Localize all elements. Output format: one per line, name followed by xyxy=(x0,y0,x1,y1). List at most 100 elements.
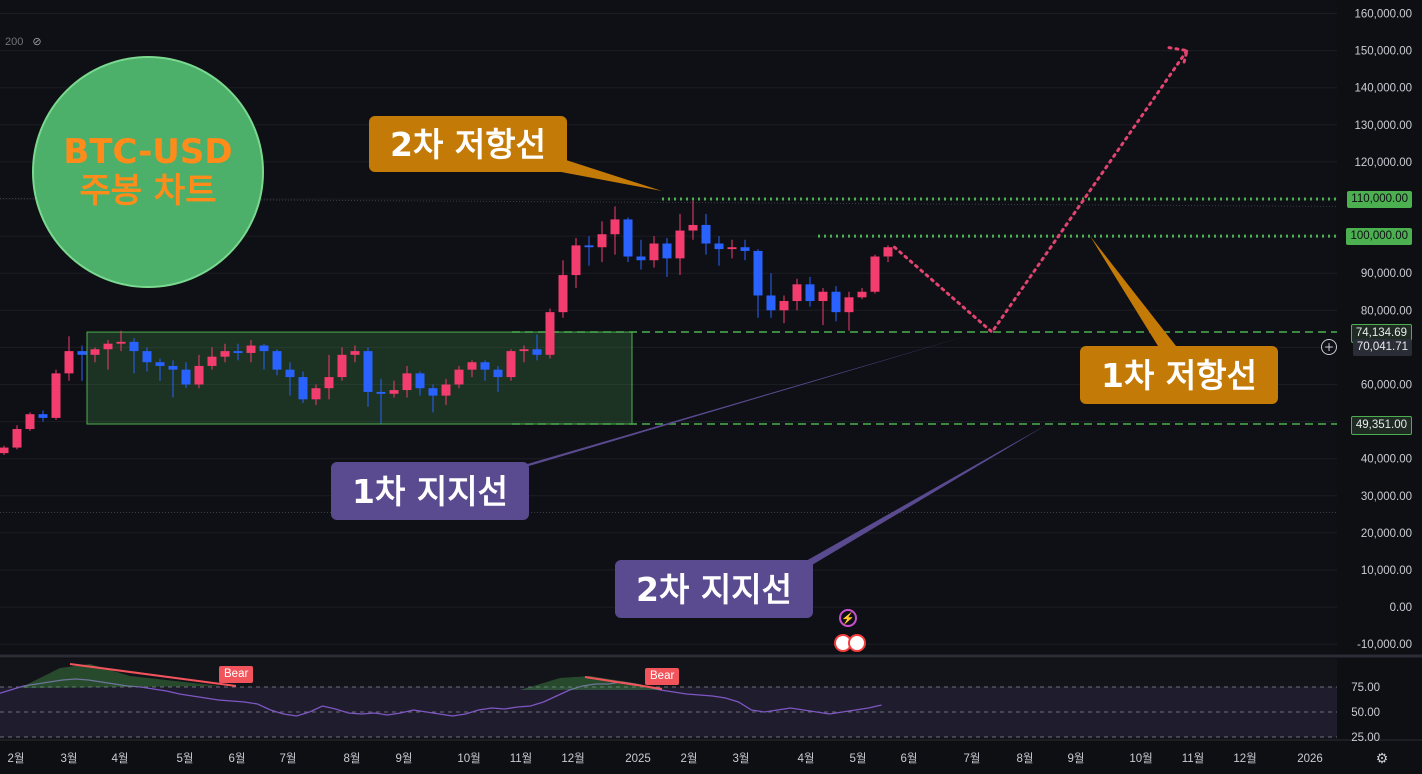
candle[interactable] xyxy=(701,213,711,255)
y-tick-label: 40,000.00 xyxy=(1361,454,1412,466)
candle[interactable] xyxy=(805,276,815,307)
callout-pointers xyxy=(500,160,1176,570)
candle-body xyxy=(25,414,35,430)
candle[interactable] xyxy=(116,330,126,352)
candle[interactable] xyxy=(831,286,841,322)
chart-title-badge: BTC-USD 주봉 차트 xyxy=(32,56,264,288)
candle[interactable] xyxy=(532,334,542,361)
candle[interactable] xyxy=(0,445,9,455)
candle[interactable] xyxy=(233,343,243,361)
eye-icon[interactable]: ⊘ xyxy=(32,36,42,48)
candle[interactable] xyxy=(298,371,308,404)
candle[interactable] xyxy=(714,236,724,266)
candle-body xyxy=(532,349,542,355)
candle-body xyxy=(662,243,672,259)
candle[interactable] xyxy=(623,217,633,263)
candle[interactable] xyxy=(90,347,100,363)
candle-body xyxy=(324,377,334,389)
candles-layer[interactable] xyxy=(0,200,893,455)
candle[interactable] xyxy=(77,345,87,381)
candle[interactable] xyxy=(857,288,867,300)
candle[interactable] xyxy=(402,365,412,398)
candle-body xyxy=(376,391,386,394)
y-tick-label: 0.00 xyxy=(1390,602,1412,614)
candle-body xyxy=(558,275,568,313)
candle[interactable] xyxy=(415,371,425,396)
candle[interactable] xyxy=(545,308,555,359)
projection-path xyxy=(893,49,1189,335)
candle[interactable] xyxy=(480,360,490,381)
candle[interactable] xyxy=(389,380,399,398)
consolidation-box xyxy=(86,331,633,425)
candle[interactable] xyxy=(12,425,22,450)
candle[interactable] xyxy=(155,358,165,381)
time-axis[interactable]: 2월 3월 4월 5월 6월 7월 8월 9월 10월 11월 12월 2025 2월 3월 4월 5월 6월 7… xyxy=(8,750,1389,766)
candle[interactable] xyxy=(636,239,646,270)
candle[interactable] xyxy=(792,278,802,311)
candle[interactable] xyxy=(168,360,178,398)
candle[interactable] xyxy=(25,412,35,431)
candle[interactable] xyxy=(467,360,477,378)
candle[interactable] xyxy=(311,384,321,405)
candle[interactable] xyxy=(740,239,750,261)
candle[interactable] xyxy=(675,213,685,276)
candle[interactable] xyxy=(51,369,61,420)
candle[interactable] xyxy=(64,336,74,381)
candle-body xyxy=(298,377,308,400)
candle[interactable] xyxy=(428,384,438,413)
add-alert-icon[interactable]: + xyxy=(1321,339,1337,356)
levels-layer xyxy=(512,197,1337,425)
candle[interactable] xyxy=(142,347,152,372)
candle[interactable] xyxy=(285,362,295,396)
candle-body xyxy=(623,219,633,257)
candle[interactable] xyxy=(649,236,659,268)
candle[interactable] xyxy=(753,249,763,318)
candle[interactable] xyxy=(103,339,113,370)
support-1-label: 1차 지지선 xyxy=(331,462,529,520)
candle[interactable] xyxy=(584,236,594,266)
candle[interactable] xyxy=(220,343,230,363)
candle[interactable] xyxy=(870,254,880,294)
candle[interactable] xyxy=(129,338,139,374)
level-price-tag: 49,351.00 xyxy=(1350,415,1412,435)
candle[interactable] xyxy=(38,410,48,422)
support-2-label: 2차 지지선 xyxy=(615,560,813,618)
candle[interactable] xyxy=(363,347,373,407)
candle[interactable] xyxy=(727,239,737,259)
candle-body xyxy=(610,219,620,235)
x-tick-label: 7월 xyxy=(964,752,981,765)
candle-body xyxy=(142,351,152,363)
candle[interactable] xyxy=(519,345,529,363)
candle[interactable] xyxy=(662,237,672,277)
candle[interactable] xyxy=(688,200,698,240)
candle[interactable] xyxy=(454,365,464,389)
candle[interactable] xyxy=(597,221,607,263)
candle[interactable] xyxy=(844,291,854,331)
candle[interactable] xyxy=(207,347,217,370)
y-tick-label: 10,000.00 xyxy=(1361,565,1412,577)
candle[interactable] xyxy=(259,343,269,370)
candle[interactable] xyxy=(571,237,581,289)
candle[interactable] xyxy=(558,260,568,318)
candle[interactable] xyxy=(246,339,256,363)
candle[interactable] xyxy=(610,206,620,255)
candle[interactable] xyxy=(376,378,386,424)
candle[interactable] xyxy=(818,288,828,326)
candle[interactable] xyxy=(779,295,789,324)
candle[interactable] xyxy=(350,345,360,363)
candle-body xyxy=(844,297,854,313)
candle[interactable] xyxy=(181,362,191,389)
settings-gear-icon[interactable]: ⚙ xyxy=(1376,750,1389,766)
candle[interactable] xyxy=(337,347,347,381)
candle[interactable] xyxy=(324,354,334,400)
candle[interactable] xyxy=(194,354,204,389)
candle[interactable] xyxy=(766,273,776,318)
candle-body xyxy=(207,356,217,366)
candle[interactable] xyxy=(272,349,282,376)
candle[interactable] xyxy=(883,245,893,263)
candle[interactable] xyxy=(506,349,516,381)
x-tick-label: 12월 xyxy=(561,752,584,765)
resistance-2-label: 2차 저항선 xyxy=(369,116,567,172)
candle[interactable] xyxy=(441,378,451,405)
candle[interactable] xyxy=(493,365,503,392)
